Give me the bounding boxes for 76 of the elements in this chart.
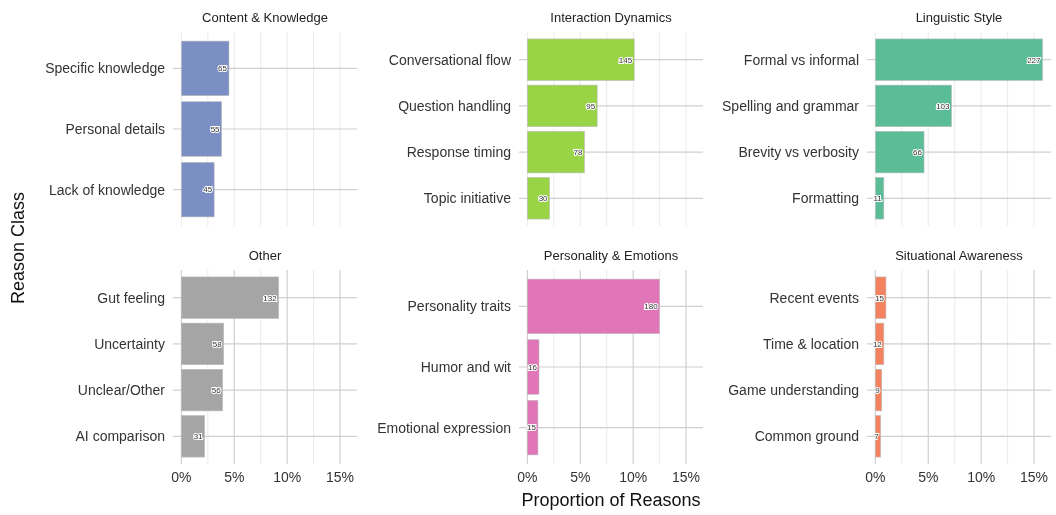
bar bbox=[181, 322, 224, 365]
y-tick-label: Common ground bbox=[754, 428, 859, 445]
annotation: 15 bbox=[527, 423, 537, 433]
bar bbox=[527, 177, 550, 220]
x-tick-label: 5% bbox=[918, 469, 939, 485]
annotation: 78 bbox=[573, 147, 584, 157]
x-tick-label: 15% bbox=[326, 469, 355, 485]
chart-title: Interaction Dynamics bbox=[550, 10, 673, 25]
annotation: 95 bbox=[586, 101, 596, 111]
x-axis-title: Proportion of Reasons bbox=[521, 490, 701, 510]
annotation: 180 bbox=[644, 302, 659, 312]
bar bbox=[527, 278, 660, 334]
bar bbox=[181, 415, 205, 458]
annotation: 66 bbox=[913, 147, 923, 157]
bar bbox=[181, 276, 279, 319]
bar bbox=[527, 38, 635, 81]
x-tick-label: 5% bbox=[570, 469, 591, 485]
annotation: 30 bbox=[538, 194, 549, 204]
y-tick-label: Formatting bbox=[792, 190, 859, 207]
y-tick-label: Personality traits bbox=[407, 298, 511, 315]
x-tick-label: 5% bbox=[224, 469, 245, 485]
y-tick-label: Response timing bbox=[406, 144, 511, 160]
y-tick-label: Topic initiative bbox=[423, 190, 512, 207]
bar bbox=[527, 84, 598, 127]
x-tick-label: 0% bbox=[517, 469, 538, 485]
y-axis-title: Reason Class bbox=[8, 191, 28, 305]
annotation: 15 bbox=[875, 293, 885, 303]
y-tick-label: Unclear/Other bbox=[77, 382, 166, 398]
y-tick-label: Lack of knowledge bbox=[49, 181, 166, 198]
annotation: 9 bbox=[875, 385, 881, 395]
chart-title: Personality & Emotions bbox=[543, 248, 679, 263]
annotation: 58 bbox=[212, 339, 223, 349]
annotation: 45 bbox=[203, 185, 213, 195]
bar bbox=[527, 131, 585, 174]
y-tick-label: Time & location bbox=[763, 335, 859, 352]
x-tick-label: 15% bbox=[1020, 469, 1049, 485]
bar bbox=[875, 84, 952, 127]
y-tick-label: Spelling and grammar bbox=[722, 97, 860, 114]
bar bbox=[527, 339, 540, 395]
annotation: 7 bbox=[874, 432, 880, 442]
annotation: 16 bbox=[528, 362, 538, 372]
x-tick-label: 10% bbox=[273, 469, 302, 485]
annotation: 56 bbox=[211, 385, 222, 395]
y-tick-label: Question handling bbox=[398, 97, 511, 114]
y-tick-label: Gut feeling bbox=[97, 289, 165, 306]
x-tick-label: 10% bbox=[619, 469, 648, 485]
y-tick-label: Brevity vs verbosity bbox=[738, 144, 859, 160]
y-tick-label: AI comparison bbox=[75, 428, 165, 445]
annotation: 145 bbox=[618, 55, 633, 65]
y-tick-label: Formal vs informal bbox=[743, 51, 859, 68]
chart-title: Other bbox=[248, 248, 282, 263]
x-tick-label: 10% bbox=[967, 469, 996, 485]
annotation: 31 bbox=[193, 432, 204, 442]
y-tick-label: Conversational flow bbox=[388, 51, 512, 68]
annotation: 65 bbox=[218, 64, 228, 74]
bar bbox=[875, 38, 1043, 81]
annotation: 132 bbox=[263, 293, 278, 303]
chart-title: Situational Awareness bbox=[895, 248, 1024, 263]
x-tick-label: 0% bbox=[865, 469, 886, 485]
x-tick-label: 15% bbox=[672, 469, 701, 485]
y-tick-label: Uncertainty bbox=[94, 335, 165, 352]
y-tick-label: Personal details bbox=[65, 120, 165, 137]
y-tick-label: Recent events bbox=[769, 289, 859, 306]
annotation: 103 bbox=[936, 101, 951, 111]
chart-title: Content & Knowledge bbox=[202, 10, 328, 25]
y-tick-label: Specific knowledge bbox=[45, 60, 166, 77]
bar bbox=[181, 369, 223, 412]
bar bbox=[527, 400, 539, 456]
bar bbox=[875, 131, 925, 174]
annotation: 55 bbox=[210, 124, 221, 134]
y-tick-label: Game understanding bbox=[728, 382, 859, 398]
chart-title: Linguistic Style bbox=[915, 10, 1003, 25]
x-tick-label: 0% bbox=[171, 469, 192, 485]
y-tick-label: Emotional expression bbox=[377, 419, 511, 436]
annotation: 227 bbox=[1027, 55, 1042, 65]
y-tick-label: Humor and wit bbox=[420, 358, 512, 375]
